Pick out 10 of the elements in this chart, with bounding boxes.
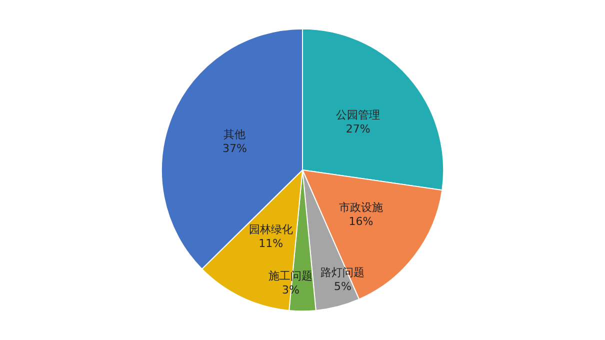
data-label: 37% (222, 142, 247, 156)
data-label: 27% (346, 122, 370, 136)
slice-label: 市政设施 (339, 201, 384, 214)
data-label: 5% (334, 280, 352, 293)
slice-label: 园林绿化 (248, 222, 293, 236)
data-label: 16% (348, 215, 374, 228)
data-label: 3% (282, 283, 300, 296)
slice-label: 公园管理 (336, 108, 380, 122)
data-label: 11% (258, 236, 284, 250)
slice-label: 其他 (224, 128, 246, 142)
